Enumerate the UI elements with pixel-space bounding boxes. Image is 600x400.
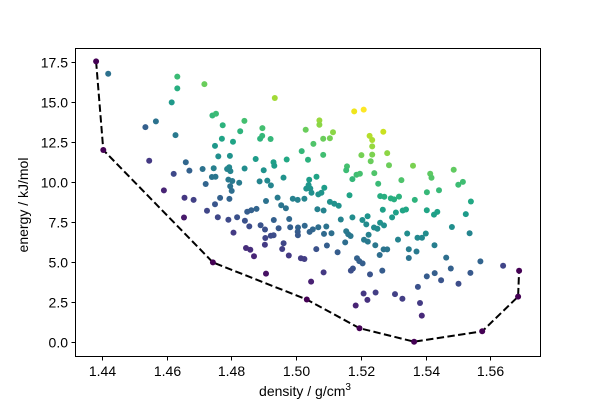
svg-text:1.48: 1.48 bbox=[218, 363, 245, 379]
svg-text:15.0: 15.0 bbox=[41, 95, 68, 111]
svg-text:0.0: 0.0 bbox=[49, 335, 69, 351]
svg-text:energy / kJ/mol: energy / kJ/mol bbox=[15, 158, 31, 253]
svg-text:17.5: 17.5 bbox=[41, 55, 68, 71]
svg-text:1.54: 1.54 bbox=[413, 363, 440, 379]
svg-text:1.50: 1.50 bbox=[283, 363, 310, 379]
svg-text:1.56: 1.56 bbox=[477, 363, 504, 379]
svg-text:5.0: 5.0 bbox=[49, 255, 69, 271]
svg-text:1.52: 1.52 bbox=[348, 363, 375, 379]
svg-text:10.0: 10.0 bbox=[41, 175, 68, 191]
svg-text:1.44: 1.44 bbox=[89, 363, 116, 379]
svg-text:1.46: 1.46 bbox=[154, 363, 181, 379]
svg-text:2.5: 2.5 bbox=[49, 295, 69, 311]
svg-text:12.5: 12.5 bbox=[41, 135, 68, 151]
svg-text:density / g/cm3: density / g/cm3 bbox=[259, 382, 351, 399]
svg-text:7.5: 7.5 bbox=[49, 215, 69, 231]
